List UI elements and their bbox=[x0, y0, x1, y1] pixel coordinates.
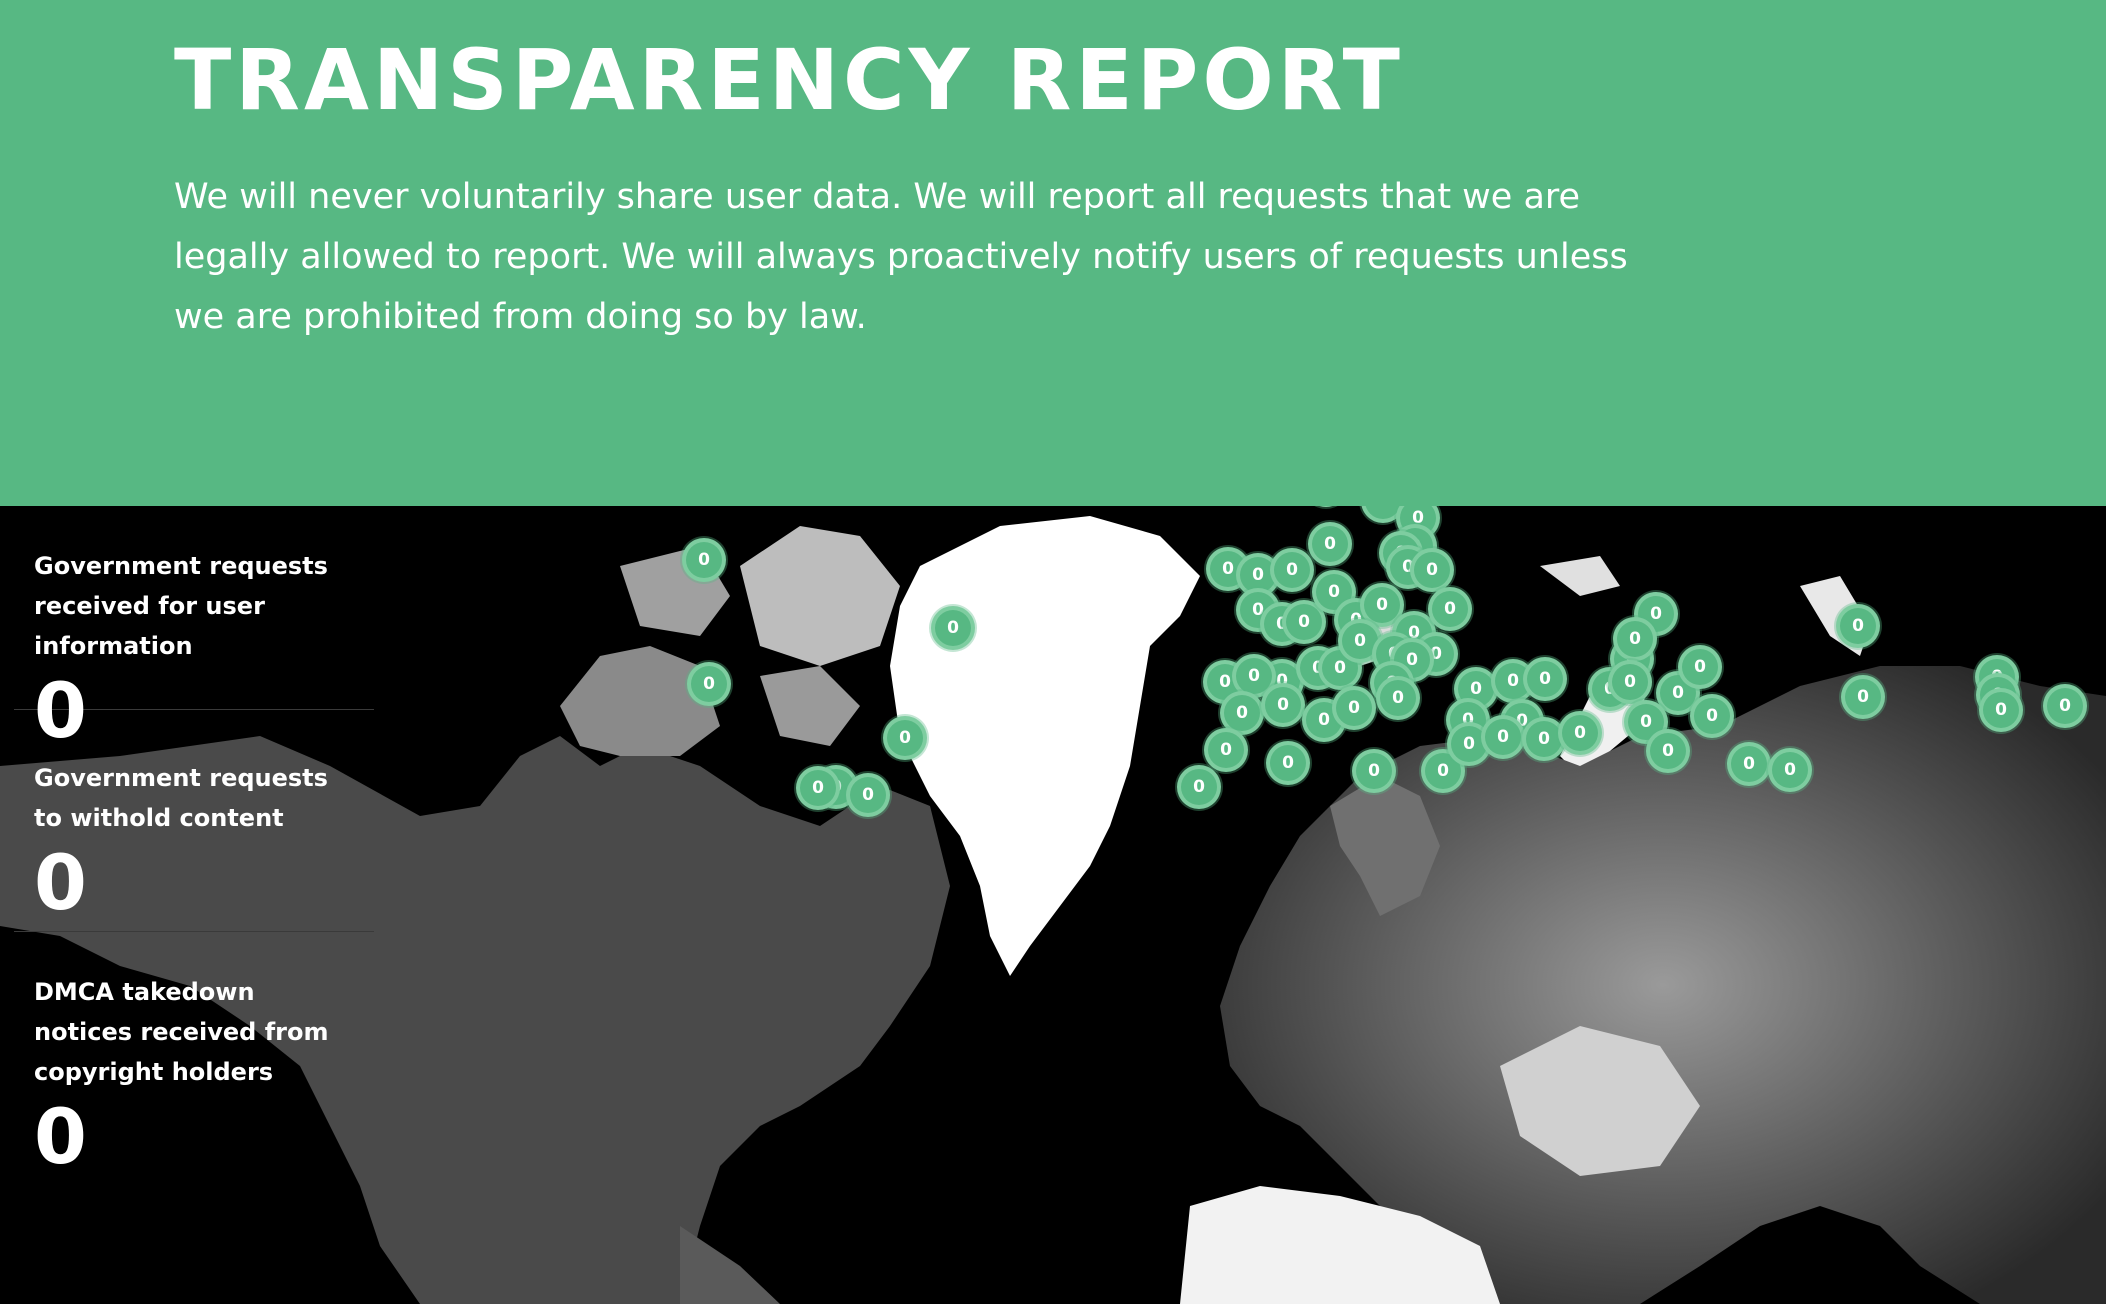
stat-label: DMCA takedown notices received from copy… bbox=[34, 978, 329, 1086]
map-marker[interactable]: 0 bbox=[1979, 688, 2023, 732]
map-marker[interactable]: 0 bbox=[1308, 522, 1352, 566]
map-marker[interactable]: 0 bbox=[1523, 657, 1567, 701]
header-banner: TRANSPARENCY REPORT We will never volunt… bbox=[0, 0, 2106, 506]
stats-panel: Government requests received for user in… bbox=[14, 506, 374, 1182]
map-marker[interactable]: 0 bbox=[1608, 660, 1652, 704]
map-marker[interactable]: 0 bbox=[931, 606, 975, 650]
map-marker[interactable]: 0 bbox=[1332, 686, 1376, 730]
map-marker[interactable]: 0 bbox=[1678, 645, 1722, 689]
stat-value: 0 bbox=[34, 666, 87, 755]
map-marker[interactable]: 0 bbox=[1727, 742, 1771, 786]
map-marker[interactable]: 0 bbox=[796, 766, 840, 810]
map-marker[interactable]: 0 bbox=[2043, 684, 2087, 728]
map-marker[interactable]: 0 bbox=[1841, 675, 1885, 719]
page-description: We will never voluntarily share user dat… bbox=[174, 177, 1628, 337]
map-marker[interactable]: 0 bbox=[1836, 604, 1880, 648]
map-marker[interactable]: 0 bbox=[1177, 765, 1221, 809]
map-marker[interactable]: 0 bbox=[1376, 676, 1420, 720]
map-marker[interactable]: 0 bbox=[1270, 548, 1314, 592]
map-marker[interactable]: 0 bbox=[1220, 691, 1264, 735]
stat-label: Government requests received for user in… bbox=[34, 552, 328, 660]
map-marker[interactable]: 0 bbox=[1646, 729, 1690, 773]
map-marker[interactable]: 0 bbox=[1266, 741, 1310, 785]
map-marker[interactable]: 0 bbox=[1232, 654, 1276, 698]
stat-withhold-content-requests: Government requests to withold content 0 bbox=[14, 710, 374, 932]
page-title: TRANSPARENCY REPORT bbox=[174, 31, 1404, 129]
map-marker[interactable]: 0 bbox=[1558, 711, 1602, 755]
map-marker[interactable]: 0 bbox=[1613, 617, 1657, 661]
stat-user-information-requests: Government requests received for user in… bbox=[14, 506, 374, 755]
map-marker[interactable]: 0 bbox=[1690, 694, 1734, 738]
stat-label: Government requests to withold content bbox=[34, 764, 328, 832]
map-marker[interactable]: 0 bbox=[1261, 683, 1305, 727]
map-marker[interactable]: 0 bbox=[1204, 728, 1248, 772]
map-marker[interactable]: 0 bbox=[1428, 587, 1472, 631]
map-marker[interactable]: 0 bbox=[1410, 548, 1454, 592]
stat-value: 0 bbox=[34, 1092, 87, 1181]
map-marker[interactable]: 0 bbox=[1352, 749, 1396, 793]
stat-dmca-notices: DMCA takedown notices received from copy… bbox=[14, 932, 374, 1182]
map-marker[interactable]: 0 bbox=[883, 716, 927, 760]
map-marker[interactable]: 0 bbox=[1481, 715, 1525, 759]
stat-value: 0 bbox=[34, 838, 87, 927]
map-marker[interactable]: 0 bbox=[846, 773, 890, 817]
map-marker[interactable]: 0 bbox=[682, 538, 726, 582]
map-marker[interactable]: 0 bbox=[687, 662, 731, 706]
map-marker[interactable]: 0 bbox=[1768, 748, 1812, 792]
